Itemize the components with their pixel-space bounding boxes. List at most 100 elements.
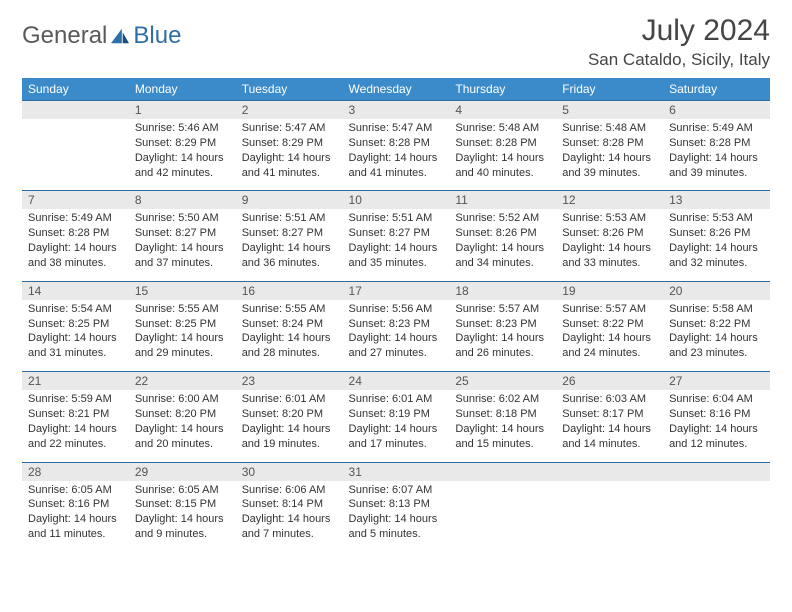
detail-row: Sunrise: 5:49 AMSunset: 8:28 PM Daylight:… <box>22 209 770 281</box>
daylight-2: and 28 minutes. <box>242 346 337 361</box>
day-number: 10 <box>343 191 450 210</box>
weekday-wed: Wednesday <box>343 78 450 101</box>
daylight-2: and 19 minutes. <box>242 437 337 452</box>
daylight-2: and 42 minutes. <box>135 166 230 181</box>
sunrise: Sunrise: 6:03 AM <box>562 392 657 407</box>
daylight-2: and 39 minutes. <box>669 166 764 181</box>
sunset: Sunset: 8:22 PM <box>669 317 764 332</box>
day-number: 18 <box>449 281 556 300</box>
day-cell: Sunrise: 5:51 AMSunset: 8:27 PMDaylight:… <box>236 209 343 281</box>
daylight-2: and 27 minutes. <box>349 346 444 361</box>
sunrise: Sunrise: 5:50 AM <box>135 211 230 226</box>
sunset: Sunset: 8:17 PM <box>562 407 657 422</box>
daylight-1: Daylight: 14 hours <box>242 512 337 527</box>
sunset: Sunset: 8:19 PM <box>349 407 444 422</box>
sunrise: Sunrise: 5:48 AM <box>455 121 550 136</box>
day-cell: Sunrise: 6:06 AMSunset: 8:14 PMDaylight:… <box>236 481 343 552</box>
daylight-1: Daylight: 14 hours <box>242 241 337 256</box>
day-number: 1 <box>129 101 236 120</box>
daylight-2: and 32 minutes. <box>669 256 764 271</box>
sunset: Sunset: 8:15 PM <box>135 497 230 512</box>
day-number: 5 <box>556 101 663 120</box>
weekday-fri: Friday <box>556 78 663 101</box>
day-cell: Sunrise: 5:47 AMSunset: 8:28 PMDaylight:… <box>343 119 450 191</box>
day-cell: Sunrise: 5:53 AMSunset: 8:26 PMDaylight:… <box>663 209 770 281</box>
day-cell: Sunrise: 6:00 AMSunset: 8:20 PMDaylight:… <box>129 390 236 462</box>
day-cell: Sunrise: 5:50 AMSunset: 8:27 PMDaylight:… <box>129 209 236 281</box>
daylight-1: Daylight: 14 hours <box>28 422 123 437</box>
day-number: 17 <box>343 281 450 300</box>
day-number: 9 <box>236 191 343 210</box>
day-number: 19 <box>556 281 663 300</box>
sunrise: Sunrise: 6:06 AM <box>242 483 337 498</box>
day-number: 16 <box>236 281 343 300</box>
detail-row: Sunrise: 5:54 AMSunset: 8:25 PMDaylight:… <box>22 300 770 372</box>
daylight-1: Daylight: 14 hours <box>562 331 657 346</box>
month-title: July 2024 <box>588 14 770 48</box>
sunrise: Sunrise: 5:51 AM <box>242 211 337 226</box>
sunrise: Sunrise: 5:58 AM <box>669 302 764 317</box>
sunrise: Sunrise: 6:07 AM <box>349 483 444 498</box>
day-number: 21 <box>22 372 129 391</box>
logo-text-blue: Blue <box>133 22 181 50</box>
day-cell <box>556 481 663 552</box>
day-number <box>663 462 770 481</box>
daynum-row: 21222324252627 <box>22 372 770 391</box>
daylight-2: and 20 minutes. <box>135 437 230 452</box>
header: General Blue July 2024 San Cataldo, Sici… <box>22 14 770 70</box>
sunrise: Sunrise: 5:56 AM <box>349 302 444 317</box>
day-cell: Sunrise: 5:56 AMSunset: 8:23 PMDaylight:… <box>343 300 450 372</box>
daylight-2: and 34 minutes. <box>455 256 550 271</box>
daylight-2: and 37 minutes. <box>135 256 230 271</box>
day-cell: Sunrise: 6:03 AMSunset: 8:17 PMDaylight:… <box>556 390 663 462</box>
daylight-1: Daylight: 14 hours <box>455 331 550 346</box>
day-number: 24 <box>343 372 450 391</box>
daylight-1: Daylight: 14 hours <box>669 422 764 437</box>
sunset: Sunset: 8:26 PM <box>669 226 764 241</box>
sunset: Sunset: 8:26 PM <box>562 226 657 241</box>
sunrise: Sunrise: 5:54 AM <box>28 302 123 317</box>
sunrise: Sunrise: 6:01 AM <box>349 392 444 407</box>
day-number <box>22 101 129 120</box>
sunset: Sunset: 8:24 PM <box>242 317 337 332</box>
day-cell: Sunrise: 6:04 AMSunset: 8:16 PMDaylight:… <box>663 390 770 462</box>
sunset: Sunset: 8:22 PM <box>562 317 657 332</box>
sunrise: Sunrise: 5:47 AM <box>349 121 444 136</box>
day-cell: Sunrise: 6:01 AMSunset: 8:20 PMDaylight:… <box>236 390 343 462</box>
day-cell: Sunrise: 6:01 AMSunset: 8:19 PMDaylight:… <box>343 390 450 462</box>
daylight-2: and 41 minutes. <box>242 166 337 181</box>
sunrise: Sunrise: 5:57 AM <box>455 302 550 317</box>
sunrise: Sunrise: 5:49 AM <box>28 211 123 226</box>
daylight-1: Daylight: 14 hours <box>135 241 230 256</box>
sunset: Sunset: 8:21 PM <box>28 407 123 422</box>
sunrise: Sunrise: 5:57 AM <box>562 302 657 317</box>
daylight-2: and 15 minutes. <box>455 437 550 452</box>
day-number: 26 <box>556 372 663 391</box>
daylight-2: and 40 minutes. <box>455 166 550 181</box>
daylight-1: Daylight: 14 hours <box>562 422 657 437</box>
day-cell: Sunrise: 6:07 AMSunset: 8:13 PMDaylight:… <box>343 481 450 552</box>
sunset: Sunset: 8:28 PM <box>669 136 764 151</box>
sunset: Sunset: 8:28 PM <box>455 136 550 151</box>
sunrise: Sunrise: 6:00 AM <box>135 392 230 407</box>
day-number: 4 <box>449 101 556 120</box>
sunset: Sunset: 8:28 PM <box>28 226 123 241</box>
logo-sail-icon <box>109 27 131 45</box>
day-number: 8 <box>129 191 236 210</box>
sunset: Sunset: 8:23 PM <box>455 317 550 332</box>
day-number: 13 <box>663 191 770 210</box>
daylight-1: Daylight: 14 hours <box>349 241 444 256</box>
sunset: Sunset: 8:18 PM <box>455 407 550 422</box>
daylight-2: and 41 minutes. <box>349 166 444 181</box>
detail-row: Sunrise: 5:46 AMSunset: 8:29 PMDaylight:… <box>22 119 770 191</box>
sunrise: Sunrise: 5:51 AM <box>349 211 444 226</box>
day-number <box>556 462 663 481</box>
sunrise: Sunrise: 5:49 AM <box>669 121 764 136</box>
weekday-sat: Saturday <box>663 78 770 101</box>
day-number: 15 <box>129 281 236 300</box>
calendar-table: Sunday Monday Tuesday Wednesday Thursday… <box>22 78 770 552</box>
day-cell: Sunrise: 6:05 AMSunset: 8:16 PMDaylight:… <box>22 481 129 552</box>
daylight-1: Daylight: 14 hours <box>242 151 337 166</box>
daylight-2: and 38 minutes. <box>28 256 123 271</box>
daylight-1: Daylight: 14 hours <box>455 241 550 256</box>
